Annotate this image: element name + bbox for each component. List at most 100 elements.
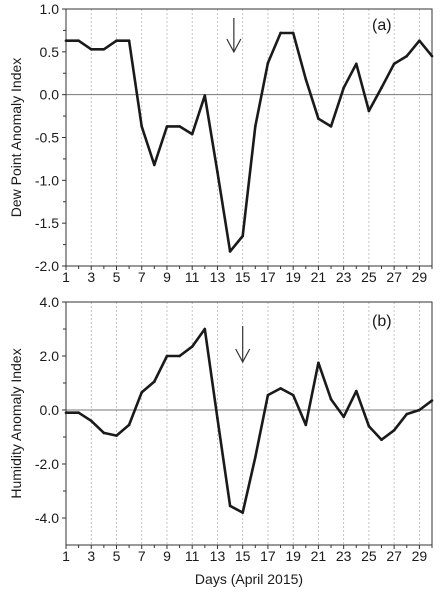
data-point: [203, 327, 207, 331]
data-point: [216, 170, 219, 174]
x-tick-label: 3: [87, 269, 95, 285]
x-tick-label: 5: [113, 269, 121, 285]
y-tick-label: 2.0: [40, 348, 60, 364]
data-point: [115, 434, 118, 437]
x-tick-label: 19: [285, 269, 301, 285]
x-tick-label: 9: [163, 548, 171, 564]
x-tick-label: 29: [412, 269, 428, 285]
series-line: [66, 31, 434, 253]
y-tick-label: 1.0: [40, 1, 60, 17]
data-point: [102, 431, 106, 435]
y-tick-label: 4.0: [40, 294, 60, 310]
y-axis-title: Humidity Anomaly Index: [8, 348, 24, 498]
x-tick-label: 13: [210, 548, 226, 564]
panel-label: (b): [372, 313, 392, 330]
data-point: [89, 47, 93, 51]
x-tick-label: 7: [138, 269, 146, 285]
x-tick-label: 11: [185, 548, 200, 564]
y-tick-label: -2.0: [35, 258, 59, 274]
y-tick-label: -2.0: [35, 456, 59, 472]
data-point: [140, 125, 144, 128]
data-point: [266, 393, 270, 397]
panel-a: 1.00.50.0-0.5-1.0-1.5-2.01 3 5 7 9 11 13 15 17 19…: [8, 1, 434, 285]
x-tick-label: 27: [386, 548, 402, 564]
data-point: [254, 455, 257, 459]
panel-label: (a): [372, 17, 392, 34]
data-point: [291, 31, 295, 35]
x-axis-title: Days (April 2015): [195, 571, 303, 587]
y-tick-label: 0.5: [40, 44, 60, 60]
data-point: [165, 125, 169, 128]
x-tick-label: 21: [311, 269, 327, 285]
data-point: [165, 354, 169, 358]
y-tick-label: -1.0: [35, 172, 59, 188]
data-point: [367, 109, 371, 113]
data-point: [279, 387, 282, 390]
y-tick-label: 0.0: [40, 402, 60, 418]
data-point: [127, 39, 131, 42]
arrow-head: [226, 38, 242, 54]
data-point: [317, 117, 320, 120]
panel-b: 4.02.00.0-2.0-4.01 3 5 7 9 11 13 15 17 19 21 23 25 27…: [8, 294, 434, 587]
x-tick-label: 19: [285, 548, 301, 564]
x-tick-label: 27: [386, 269, 402, 285]
data-point: [216, 416, 219, 420]
x-tick-label: 3: [87, 548, 95, 564]
data-point: [304, 77, 308, 81]
data-point: [354, 389, 358, 393]
data-point: [430, 54, 434, 58]
data-point: [329, 397, 333, 401]
data-point: [178, 354, 181, 358]
data-point: [127, 423, 131, 427]
data-point: [367, 424, 371, 428]
data-point: [178, 125, 181, 128]
data-point: [254, 125, 257, 128]
y-tick-label: 0.0: [40, 87, 60, 103]
data-point: [64, 39, 68, 42]
data-point: [329, 125, 333, 128]
x-tick-label: 25: [361, 548, 377, 564]
data-point: [380, 438, 383, 442]
x-tick-label: 11: [185, 269, 200, 285]
y-tick-label: -0.5: [35, 130, 59, 146]
data-point: [342, 86, 345, 90]
x-tick-label: 5: [113, 548, 121, 564]
plot-frame: [65, 8, 433, 267]
data-point: [418, 39, 421, 42]
x-tick-label: 1: [62, 548, 70, 564]
data-point: [228, 504, 232, 508]
data-point: [430, 399, 434, 402]
y-tick-label: -1.5: [35, 215, 59, 231]
x-tick-label: 7: [138, 548, 146, 564]
data-point: [228, 250, 232, 253]
x-tick-label: 29: [412, 548, 428, 564]
arrow-head: [235, 348, 251, 364]
data-point: [64, 411, 68, 415]
x-tick-label: 21: [311, 548, 327, 564]
y-axis-title: Dew Point Anomaly Index: [8, 58, 24, 218]
data-point: [190, 132, 194, 136]
x-tick-label: 15: [235, 269, 251, 285]
data-point: [190, 345, 194, 348]
data-point: [418, 408, 421, 412]
data-point: [392, 428, 396, 432]
data-point: [77, 411, 80, 415]
x-tick-label: 23: [336, 548, 352, 564]
x-tick-label: 9: [163, 269, 171, 285]
data-point: [354, 62, 358, 66]
series-line: [66, 327, 433, 514]
x-tick-label: 17: [260, 269, 276, 285]
data-point: [241, 511, 244, 514]
data-point: [279, 31, 282, 35]
x-tick-label: 17: [260, 548, 276, 564]
data-point: [115, 39, 118, 42]
data-point: [392, 62, 396, 66]
data-point: [241, 234, 244, 238]
data-point: [203, 94, 207, 97]
data-point: [291, 393, 295, 397]
data-point: [405, 54, 409, 58]
data-point: [153, 163, 156, 167]
x-tick-label: 23: [336, 269, 352, 285]
data-point: [380, 86, 383, 90]
